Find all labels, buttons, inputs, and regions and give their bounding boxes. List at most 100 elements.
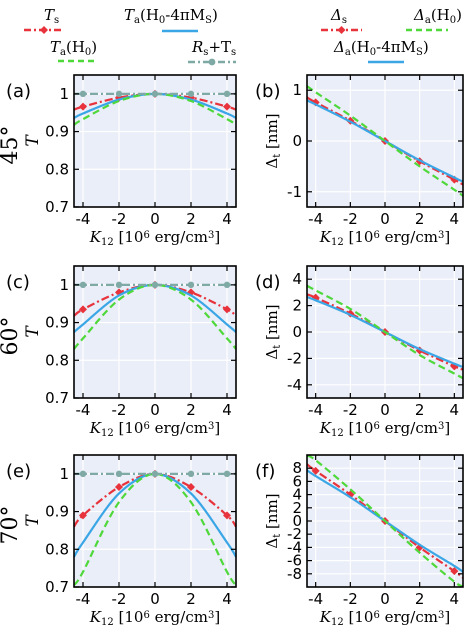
data-point-Rs_Ts [187, 90, 195, 98]
data-point-Rs_Ts [79, 281, 87, 289]
y-tick-label: 0.8 [45, 540, 69, 558]
series-line-Ta_H0 [73, 472, 237, 586]
legend-rs-ts: Rs+Ts [188, 38, 236, 66]
y-tick-label: 1 [59, 276, 69, 294]
data-point-Rs_Ts [115, 281, 123, 289]
legend-ts-label: Ts [44, 6, 59, 26]
data-point-Ts [79, 305, 87, 314]
series-line-Delta_a_H0 [306, 85, 464, 197]
panel-b: -4 -2 0 2 4 -1 0 1 K12 [106 erg/cm3] Δt [nm] (b) [255, 74, 464, 248]
x-tick-label: 0 [150, 210, 160, 228]
y-axis-label: Δt [nm] [263, 493, 283, 548]
legend-delta-s: Δs [321, 6, 362, 34]
data-point-Ts [115, 483, 123, 492]
x-tick-label: 2 [186, 590, 196, 608]
x-tick-label: 2 [186, 210, 196, 228]
y-tick-label: 1 [59, 85, 69, 103]
x-tick-label: 2 [415, 590, 425, 608]
data-point-Rs_Ts [115, 470, 123, 478]
angle-label: 60° [0, 317, 23, 356]
legend-delta-a-demag-label: Δa(H0-4πMS) [333, 38, 429, 58]
y-tick-label: 2 [292, 297, 302, 315]
x-tick-label: 0 [150, 590, 160, 608]
x-tick-label: -2 [343, 590, 358, 608]
legend-delta-s-swatch-marker [337, 26, 346, 34]
panel-e: -4 -2 0 2 4 0.7 0.8 0.9 1 K12 [106 erg/cm3] T (e) [6, 454, 237, 628]
series-line-Delta_a_demag [306, 99, 464, 183]
x-axis-label: K12 [106 erg/cm3] [319, 419, 450, 439]
x-tick-label: 4 [450, 590, 460, 608]
data-point-Rs_Ts [79, 90, 87, 98]
data-point-Ts [79, 102, 87, 111]
y-tick-label: 0.9 [45, 314, 69, 332]
y-tick-label: 0 [292, 512, 302, 530]
panel-tag: (b) [255, 81, 280, 102]
data-point-Ts [187, 483, 195, 492]
x-axis-label: K12 [106 erg/cm3] [89, 228, 220, 248]
x-tick-label: 4 [222, 590, 232, 608]
data-point-Rs_Ts [151, 281, 159, 289]
y-tick-label: 0 [292, 323, 302, 341]
data-point-Ts [79, 511, 87, 520]
x-tick-label: 0 [380, 401, 390, 419]
x-tick-label: -4 [308, 590, 323, 608]
legends: Ts Ta(H0-4πMS) Ta(H0) Rs+Ts Δs Δa(H0) Δa(H0-4π… [24, 6, 462, 66]
panel-tag: (e) [6, 461, 31, 482]
panel-tag: (c) [6, 272, 30, 293]
data-point-Rs_Ts [115, 90, 123, 98]
y-tick-label: 1 [59, 465, 69, 483]
y-axis-label: T [23, 325, 43, 338]
x-tick-label: 0 [380, 590, 390, 608]
y-axis-label: Δt [nm] [263, 304, 283, 359]
data-point-Rs_Ts [187, 470, 195, 478]
x-axis-label: K12 [106 erg/cm3] [89, 419, 220, 439]
x-tick-label: 2 [415, 401, 425, 419]
panel-c: -4 -2 0 2 4 0.7 0.8 0.9 1 K12 [106 erg/cm3] T (c) [6, 265, 237, 439]
legend-ta-demag: Ta(H0-4πMS) [124, 6, 218, 33]
y-tick-label: 0.8 [45, 351, 69, 369]
data-point-Rs_Ts [223, 281, 231, 289]
y-tick-label: 0.9 [45, 503, 69, 521]
y-tick-label: 1 [292, 81, 302, 99]
y-tick-label: 0.7 [45, 389, 69, 407]
x-tick-label: 4 [222, 401, 232, 419]
y-tick-label: 2 [292, 499, 302, 517]
x-tick-label: 2 [415, 210, 425, 228]
x-tick-label: -4 [76, 210, 91, 228]
legend-ts: Ts [24, 6, 64, 34]
panel-tag: (a) [6, 81, 31, 102]
x-tick-label: 4 [450, 401, 460, 419]
data-point-Rs_Ts [223, 90, 231, 98]
legend-delta-s-label: Δs [330, 6, 347, 26]
y-axis-label: Δt [nm] [263, 113, 283, 168]
y-tick-label: 4 [292, 270, 302, 288]
legend-delta-a-h0-label: Δa(H0) [413, 6, 462, 26]
y-tick-label: -1 [287, 183, 302, 201]
data-point-Rs_Ts [151, 470, 159, 478]
y-tick-label: -2 [287, 525, 302, 543]
x-tick-label: -4 [308, 210, 323, 228]
y-tick-label: -2 [287, 349, 302, 367]
x-tick-label: 2 [186, 401, 196, 419]
y-tick-label: -6 [287, 552, 302, 570]
legend-delta-a-demag: Δa(H0-4πMS) [333, 38, 429, 64]
data-point-Rs_Ts [151, 90, 159, 98]
legend-ta-h0: Ta(H0) [50, 38, 97, 63]
y-tick-label: -4 [287, 538, 302, 556]
panel-tag: (d) [255, 272, 280, 293]
x-tick-label: -2 [343, 210, 358, 228]
legend-rs-ts-label: Rs+Ts [191, 38, 236, 58]
y-tick-label: 0.9 [45, 123, 69, 141]
data-point-Ts [223, 305, 231, 314]
y-tick-label: 0.8 [45, 160, 69, 178]
x-tick-label: 4 [222, 210, 232, 228]
y-tick-label: 8 [292, 459, 302, 477]
data-point-Rs_Ts [79, 470, 87, 478]
data-point-Ts [223, 511, 231, 520]
x-tick-label: 0 [150, 401, 160, 419]
x-tick-label: -4 [76, 401, 91, 419]
data-point-Delta_s [311, 466, 320, 475]
